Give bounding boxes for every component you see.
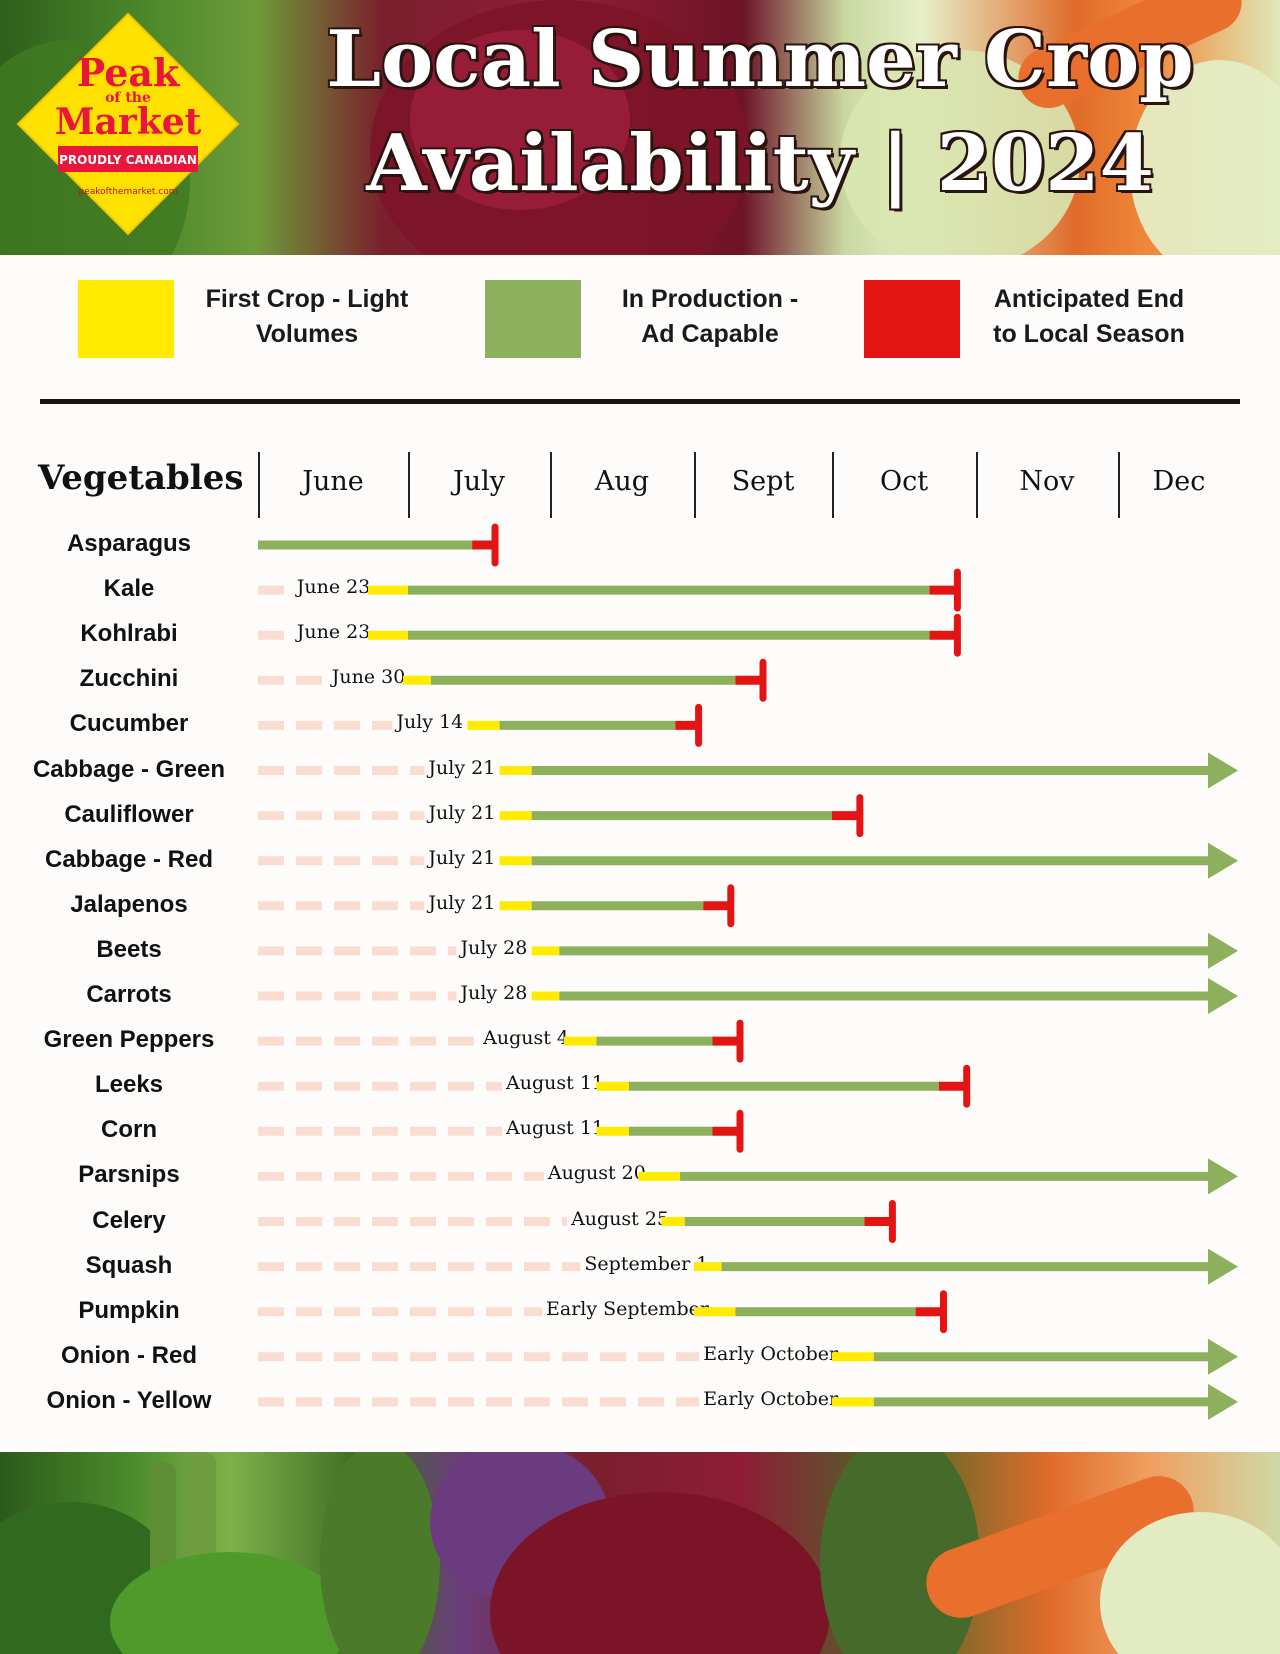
row-label: Corn: [101, 1116, 157, 1144]
header-banner: Peak of the Market PROUDLY CANADIAN peak…: [0, 0, 1280, 255]
month-label-sept: Sept: [731, 466, 795, 497]
start-date-label: July 21: [426, 756, 498, 779]
row-label: Green Peppers: [43, 1026, 215, 1054]
footer-vegetable-art: [0, 1452, 1280, 1654]
start-date-label: June 30: [329, 666, 408, 689]
row-label: Carrots: [86, 981, 172, 1008]
month-separator: [408, 452, 410, 518]
month-label-nov: Nov: [1019, 466, 1075, 497]
start-date-label: July 14: [394, 711, 466, 734]
start-date-label: June 23: [294, 576, 373, 599]
row-label: Cabbage - Red: [44, 845, 214, 873]
section-divider: [40, 399, 1240, 404]
title-line1: Local Summer Crop: [326, 14, 1194, 105]
vegetables-column-header: Vegetables: [38, 458, 244, 498]
row-label: Jalapenos: [70, 890, 188, 918]
month-label-july: July: [452, 466, 506, 497]
start-date-label: July 21: [426, 801, 498, 824]
continuation-arrow: [1208, 1248, 1238, 1285]
row-label: Celery: [92, 1206, 166, 1234]
month-label-oct: Oct: [879, 466, 929, 497]
month-separator: [976, 452, 978, 518]
start-date-label: August 11: [504, 1072, 607, 1095]
month-separator: [550, 452, 552, 518]
month-separator: [258, 452, 260, 518]
row-label: Zucchini: [79, 665, 179, 693]
start-date-label: July 21: [426, 846, 498, 869]
start-date-label: September 1: [582, 1252, 711, 1275]
logo-url: peakofthemarket.com: [79, 187, 178, 197]
row-label: Asparagus: [66, 530, 192, 557]
row-label: Squash: [85, 1251, 173, 1279]
logo-line1: Peak: [77, 50, 180, 95]
start-date-label: Early September: [544, 1297, 711, 1320]
start-date-label: August 20: [545, 1162, 648, 1185]
start-date-label: June 23: [294, 621, 373, 644]
row-label: Beets: [96, 935, 162, 963]
continuation-arrow: [1208, 752, 1238, 789]
row-label: Cauliflower: [64, 800, 194, 828]
row-label: Onion - Yellow: [46, 1386, 212, 1414]
start-date-label: August 4: [481, 1027, 571, 1050]
month-separator: [1118, 452, 1120, 518]
row-label: Onion - Red: [61, 1341, 197, 1369]
title-line2: Availability | 2024: [366, 118, 1154, 209]
month-label-aug: Aug: [594, 466, 650, 497]
month-separator: [694, 452, 696, 518]
continuation-arrow: [1208, 1158, 1238, 1195]
row-label: Pumpkin: [78, 1296, 180, 1324]
peak-of-the-market-logo: Peak of the Market PROUDLY CANADIAN peak…: [16, 12, 240, 236]
start-date-label: July 28: [458, 982, 530, 1004]
legend-label-end-season: Anticipated End to Local Season: [993, 285, 1185, 348]
row-label: Cucumber: [69, 710, 189, 738]
start-date-label: August 25: [569, 1207, 672, 1230]
row-label: Kale: [103, 575, 155, 603]
start-date-label: July 28: [458, 936, 530, 959]
row-label: Kohlrabi: [80, 620, 178, 648]
row-label: Leeks: [94, 1071, 164, 1099]
start-date-label: August 11: [504, 1117, 607, 1140]
logo-line2: of the: [105, 90, 151, 106]
row-label: Parsnips: [78, 1161, 180, 1189]
month-separator: [832, 452, 834, 518]
legend-label-in-production: In Production - Ad Capable: [621, 285, 799, 348]
legend-label-first-crop: First Crop - Light Volumes: [205, 285, 409, 348]
logo-banner: PROUDLY CANADIAN: [59, 153, 197, 167]
legend-swatch-first-crop: [78, 280, 174, 358]
start-date-label: July 21: [426, 891, 498, 914]
start-date-label: Early October: [701, 1342, 841, 1365]
month-label-june: June: [302, 466, 364, 497]
continuation-arrow: [1208, 1338, 1238, 1375]
continuation-arrow: [1208, 978, 1238, 1014]
month-label-dec: Dec: [1152, 466, 1206, 497]
footer-banner: [0, 1452, 1280, 1654]
page-title: Local Summer Crop Availability | 2024: [260, 8, 1260, 216]
row-label: Cabbage - Green: [32, 755, 226, 783]
legend-swatch-end-season: [864, 280, 960, 358]
continuation-arrow: [1208, 842, 1238, 879]
continuation-arrow: [1208, 932, 1238, 969]
logo-line3: Market: [55, 101, 202, 143]
continuation-arrow: [1208, 1383, 1238, 1420]
start-date-label: Early October: [701, 1387, 841, 1410]
legend-swatch-in-production: [485, 280, 581, 358]
